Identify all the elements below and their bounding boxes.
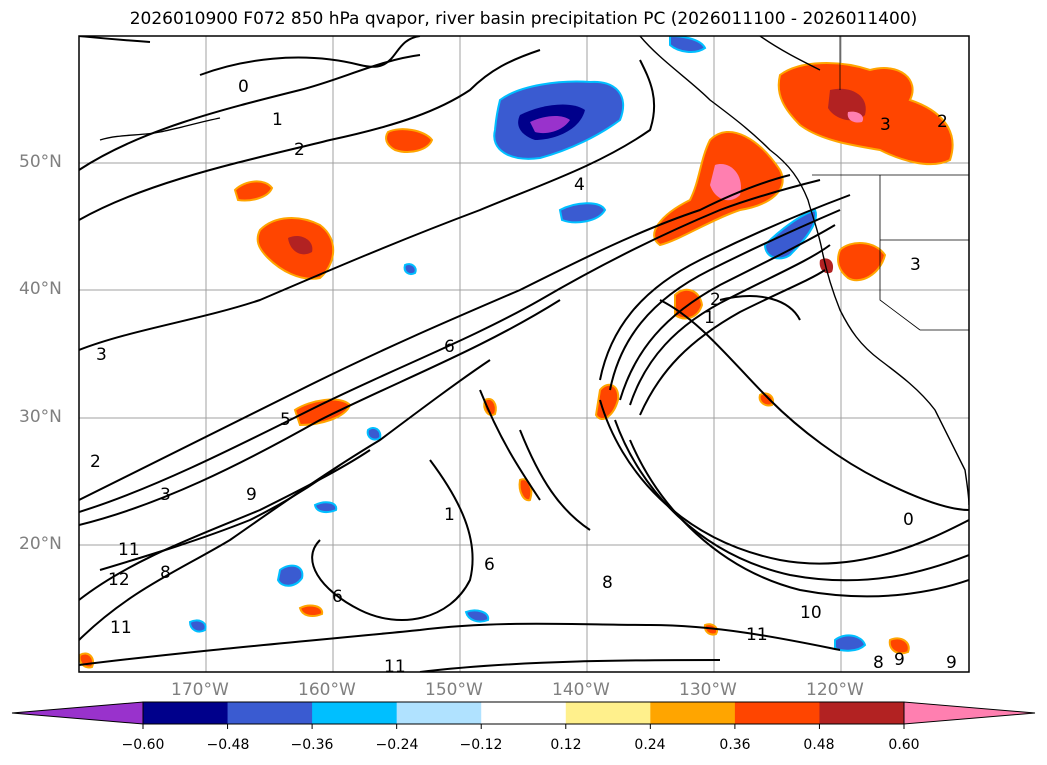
lon-label: 140°W <box>552 680 610 700</box>
precip-blob <box>188 619 207 633</box>
precip-blob <box>276 564 304 587</box>
precip-blob <box>233 180 274 202</box>
precip-blob <box>403 263 417 275</box>
coastline <box>99 36 969 506</box>
lon-label: 130°W <box>679 680 737 700</box>
colorbar-tick-label: −0.24 <box>375 737 419 753</box>
contour-label: 11 <box>110 618 132 638</box>
precip-blob <box>483 398 497 416</box>
colorbar-tick-label: 0.48 <box>803 737 835 753</box>
contour-label: 8 <box>602 573 613 593</box>
colorbar-tick-label: 0.24 <box>634 737 666 753</box>
colorbar-extend-low <box>11 701 144 725</box>
contour-label: 9 <box>894 650 905 670</box>
figure-title: 2026010900 F072 850 hPa qvapor, river ba… <box>129 9 918 29</box>
contour-label: 3 <box>880 115 891 135</box>
precip-blob <box>819 258 834 274</box>
lat-label: 20°N <box>19 534 62 554</box>
colorbar-tick-label: 0.12 <box>550 737 582 753</box>
precip-blob <box>758 392 774 407</box>
colorbar-tick-label: −0.12 <box>459 737 503 753</box>
contour-label: 6 <box>444 337 455 357</box>
colorbar <box>11 701 1036 729</box>
contour-label: 8 <box>873 653 884 673</box>
political-borders <box>812 36 969 331</box>
colorbar-tick-label: −0.60 <box>121 737 165 753</box>
precip-blob <box>313 501 338 514</box>
contour-label: 1 <box>444 505 455 525</box>
qvapor-contours <box>79 36 969 672</box>
precip-blob <box>464 609 490 623</box>
colorbar-tick-label: 0.36 <box>719 737 751 753</box>
precip-blob <box>288 235 313 255</box>
precip-blob <box>669 36 707 53</box>
contour-label: 5 <box>280 410 291 430</box>
contour-label: 12 <box>108 570 130 590</box>
colorbar-segment <box>565 702 651 724</box>
precip-blob <box>366 427 382 441</box>
contour-label: 11 <box>746 625 768 645</box>
contour-label: 8 <box>160 563 171 583</box>
contour-label: 2 <box>90 452 101 472</box>
colorbar-segment <box>227 702 313 724</box>
colorbar-segment <box>734 702 820 724</box>
lon-label: 150°W <box>425 680 483 700</box>
contour-label: 1 <box>704 308 715 328</box>
contour-label: 3 <box>160 485 171 505</box>
contour-label: 9 <box>246 485 257 505</box>
precip-blob <box>594 383 620 420</box>
colorbar-segment <box>819 702 905 724</box>
precip-blob <box>837 242 887 282</box>
colorbar-extend-high <box>903 701 1036 725</box>
lat-label: 30°N <box>19 407 62 427</box>
contour-label: 6 <box>484 555 495 575</box>
contour-label: 1 <box>272 110 283 130</box>
lon-label: 170°W <box>171 680 229 700</box>
contour-label: 4 <box>574 175 585 195</box>
contour-label: 11 <box>384 657 406 677</box>
colorbar-tick-label: −0.36 <box>290 737 334 753</box>
colorbar-tick-label: 0.60 <box>888 737 920 753</box>
lon-label: 120°W <box>806 680 864 700</box>
precip-blob <box>298 604 324 617</box>
precip-blob <box>530 116 570 134</box>
contour-label: 9 <box>946 653 957 673</box>
precipitation-blobs <box>79 36 954 669</box>
contour-label: 3 <box>96 345 107 365</box>
precip-blob <box>703 623 718 636</box>
precip-blob <box>847 111 864 123</box>
precip-blob <box>777 62 954 166</box>
colorbar-segment <box>481 702 567 724</box>
contour-label: 0 <box>238 77 249 97</box>
contour-label: 0 <box>903 510 914 530</box>
contour-label: 3 <box>910 255 921 275</box>
contour-labels: 0 1 2 4 3 5 6 9 11 12 10 8 1 2 3 0 2 3 2… <box>90 77 957 677</box>
colorbar-segment <box>143 702 229 724</box>
colorbar-segment <box>396 702 482 724</box>
contour-label: 10 <box>800 603 822 623</box>
precip-blob <box>385 128 434 153</box>
lat-label: 40°N <box>19 279 62 299</box>
precip-blob <box>888 637 910 655</box>
contour-label: 2 <box>294 140 305 160</box>
contour-label: 2 <box>937 112 948 132</box>
colorbar-segment <box>650 702 736 724</box>
colorbar-segment <box>312 702 398 724</box>
colorbar-frame <box>142 701 905 725</box>
lon-label: 160°W <box>298 680 356 700</box>
contour-label: 11 <box>118 540 140 560</box>
contour-label: 6 <box>332 587 343 607</box>
colorbar-tick-label: −0.48 <box>206 737 250 753</box>
map-frame <box>78 35 970 673</box>
precip-blob <box>834 634 867 652</box>
lat-label: 50°N <box>19 152 62 172</box>
precip-blob <box>710 164 741 201</box>
precip-blob <box>558 202 607 224</box>
contour-label: 2 <box>710 290 721 310</box>
